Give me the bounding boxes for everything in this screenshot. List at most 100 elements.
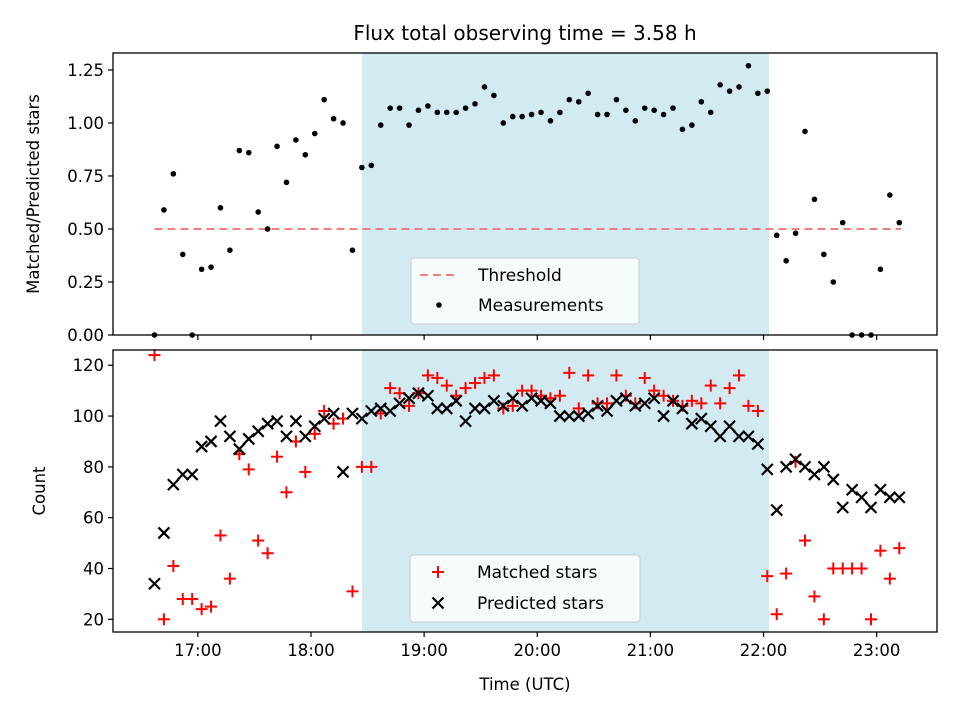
matched-point bbox=[421, 369, 434, 382]
predicted-point bbox=[874, 483, 887, 497]
matched-point bbox=[638, 371, 651, 384]
predicted-point bbox=[666, 394, 680, 408]
top-legend: Threshold Measurements bbox=[410, 257, 640, 325]
measurement-point bbox=[425, 103, 431, 109]
y-tick-label: 1.25 bbox=[67, 61, 104, 80]
measurement-point bbox=[783, 257, 789, 264]
measurement-point bbox=[896, 219, 903, 226]
predicted-point bbox=[431, 402, 444, 415]
predicted-point bbox=[855, 491, 868, 504]
matched-point bbox=[874, 544, 887, 557]
predicted-point bbox=[581, 407, 595, 420]
measurement-point bbox=[538, 109, 544, 116]
predicted-point bbox=[572, 409, 586, 423]
predicted-point bbox=[261, 417, 274, 430]
predicted-point bbox=[893, 491, 906, 504]
predicted-point bbox=[440, 402, 454, 415]
measurement-point bbox=[745, 62, 752, 69]
measurement-point bbox=[179, 251, 186, 258]
measurement-point bbox=[443, 109, 450, 116]
chart-title: Flux total observing time = 3.58 h bbox=[353, 21, 696, 45]
measurement-point bbox=[415, 107, 422, 114]
matched-point bbox=[403, 399, 416, 412]
matched-point bbox=[723, 382, 736, 395]
measurement-point bbox=[566, 96, 573, 103]
matched-point bbox=[195, 603, 208, 616]
measurement-point bbox=[236, 147, 243, 154]
legend-threshold-label: Threshold bbox=[477, 266, 562, 286]
matched-point bbox=[346, 585, 359, 598]
predicted-point bbox=[808, 468, 821, 481]
measurement-point bbox=[755, 90, 761, 97]
predicted-point bbox=[761, 463, 774, 476]
matched-point bbox=[459, 382, 472, 395]
predicted-point bbox=[176, 468, 190, 481]
y-tick-label: 40 bbox=[83, 559, 104, 578]
matched-point bbox=[252, 534, 265, 547]
measurement-point bbox=[792, 230, 799, 237]
measurement-point bbox=[623, 107, 629, 114]
measurement-point bbox=[198, 266, 205, 273]
predicted-point bbox=[148, 577, 161, 591]
measurement-point bbox=[340, 120, 346, 126]
predicted-point bbox=[619, 391, 633, 405]
predicted-point bbox=[638, 397, 652, 410]
measurement-point bbox=[321, 96, 327, 103]
legend-plus-marker bbox=[432, 566, 444, 578]
measurement-point bbox=[434, 109, 441, 116]
predicted-point bbox=[270, 414, 284, 428]
predicted-point bbox=[289, 414, 303, 428]
predicted-point bbox=[789, 452, 802, 466]
matched-point bbox=[761, 570, 774, 583]
matched-point bbox=[214, 529, 227, 542]
y-tick-label: 0.00 bbox=[67, 326, 104, 345]
measurement-point bbox=[491, 92, 497, 99]
predicted-point bbox=[214, 414, 227, 428]
measurement-point bbox=[302, 151, 309, 158]
matched-point bbox=[186, 592, 199, 605]
top-legend-box bbox=[410, 257, 640, 325]
x-tick-label: 22:00 bbox=[740, 641, 788, 660]
y-tick-label: 80 bbox=[83, 458, 104, 477]
predicted-point bbox=[591, 399, 604, 413]
matched-point bbox=[440, 379, 453, 392]
measurement-point bbox=[821, 251, 827, 258]
predicted-point bbox=[695, 412, 708, 425]
matched-point bbox=[563, 366, 576, 379]
matched-point bbox=[817, 613, 830, 626]
bottom-legend-box bbox=[409, 554, 641, 623]
predicted-point bbox=[195, 440, 208, 453]
matched-point bbox=[685, 394, 698, 407]
predicted-point bbox=[506, 391, 520, 405]
matched-point bbox=[365, 460, 378, 473]
y-tick-label: 100 bbox=[73, 407, 105, 426]
measurement-point bbox=[547, 118, 554, 124]
matched-point bbox=[242, 463, 255, 476]
predicted-point bbox=[317, 412, 331, 425]
legend-x-marker bbox=[431, 596, 445, 610]
y-tick-label: 1.00 bbox=[67, 114, 104, 133]
predicted-point bbox=[327, 407, 340, 420]
measurement-point bbox=[679, 126, 686, 133]
predicted-stars-series bbox=[148, 386, 906, 591]
predicted-point bbox=[713, 430, 727, 443]
y-tick-label: 0.75 bbox=[67, 167, 104, 186]
predicted-point bbox=[779, 460, 793, 474]
top-panel: 0.00 0.25 0.50 0.75 1.00 1.25 Flux total obse… bbox=[24, 21, 938, 345]
matched-point bbox=[855, 562, 868, 575]
measurement-point bbox=[604, 111, 610, 118]
x-tick-label: 21:00 bbox=[627, 641, 675, 660]
predicted-point bbox=[421, 389, 435, 403]
measurement-point bbox=[453, 109, 459, 116]
measurement-point bbox=[736, 84, 742, 90]
matched-point bbox=[478, 371, 491, 384]
legend-measurements-swatch bbox=[436, 302, 442, 308]
matched-point bbox=[469, 377, 482, 390]
predicted-point bbox=[515, 399, 529, 413]
measurement-point bbox=[519, 113, 525, 120]
matched-point bbox=[525, 384, 538, 397]
measurement-point bbox=[396, 105, 403, 111]
measurement-point bbox=[208, 264, 214, 270]
predicted-point bbox=[157, 526, 171, 540]
measurement-point bbox=[255, 209, 261, 215]
